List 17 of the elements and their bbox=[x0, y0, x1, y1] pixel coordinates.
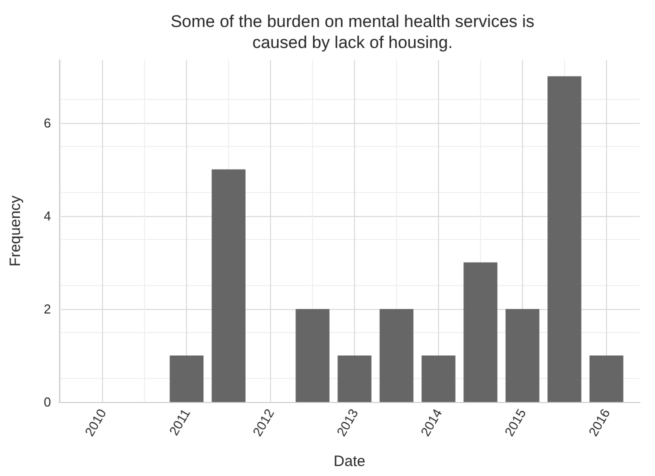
bar bbox=[296, 308, 330, 402]
bar bbox=[506, 308, 540, 402]
bar bbox=[464, 262, 498, 402]
bar bbox=[170, 355, 204, 402]
y-tick-label: 6 bbox=[44, 115, 51, 130]
bar bbox=[548, 76, 582, 402]
bar bbox=[380, 308, 414, 402]
bar bbox=[338, 355, 372, 402]
y-axis-title: Frequency bbox=[7, 195, 24, 266]
y-tick-label: 2 bbox=[44, 301, 51, 316]
y-tick-label: 4 bbox=[44, 208, 51, 224]
y-tick-label: 0 bbox=[44, 394, 51, 410]
bar bbox=[212, 169, 246, 402]
bar bbox=[422, 355, 456, 402]
bar bbox=[590, 355, 624, 402]
chart-title: Some of the burden on mental health services is caused by lack of housing. bbox=[170, 12, 534, 52]
x-axis-title: Date bbox=[334, 453, 366, 470]
